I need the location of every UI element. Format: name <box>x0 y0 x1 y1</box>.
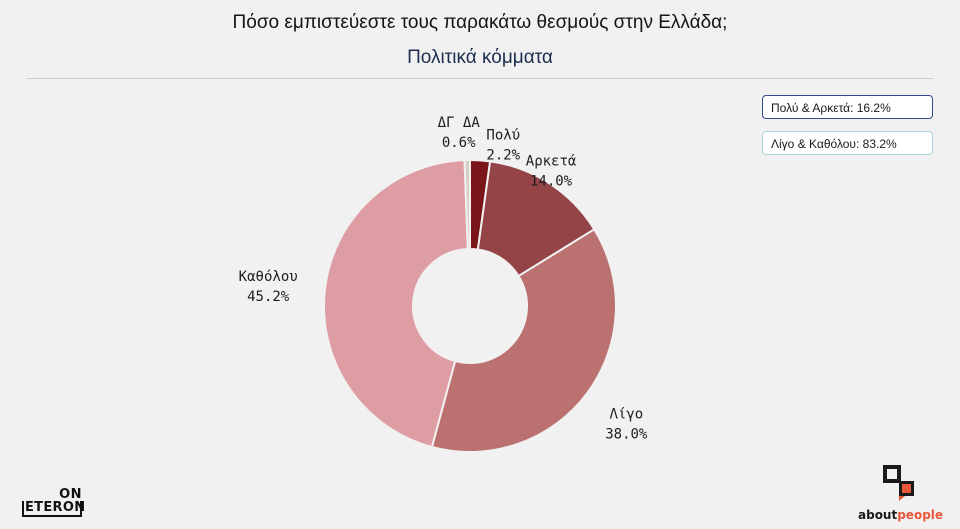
aboutpeople-logo: aboutpeople <box>858 465 944 522</box>
donut-slice <box>476 160 596 278</box>
logo-people-text: people <box>897 508 944 522</box>
slice-value-label: 0.6% <box>442 135 476 151</box>
donut-slice <box>323 159 469 449</box>
donut-slice <box>463 158 471 251</box>
slice-value-label: 2.2% <box>486 147 520 163</box>
donut-slice <box>430 227 617 453</box>
slice-name-label: ΔΓ ΔΑ <box>438 115 481 131</box>
logo-on-text: ON <box>59 487 82 502</box>
title-divider <box>27 78 933 79</box>
logo-eteron-text: ETERON <box>22 501 85 517</box>
slice-name-label: Πολύ <box>486 127 520 143</box>
slice-name-label: Λίγο <box>609 407 643 423</box>
chart-subtitle: Πολιτικά κόμματα <box>407 47 553 68</box>
aboutpeople-icon <box>883 465 914 501</box>
logo-about-text: about <box>858 508 898 522</box>
slice-labels: Πολύ 2.2% Αρκετά 14.0% Λίγο 38.0% Καθόλου 45.2%… <box>239 115 648 443</box>
on-eteron-logo: ON ETERON <box>22 487 85 517</box>
chart-title: Πόσο εμπιστεύεστε τους παρακάτω θεσμούς … <box>232 12 728 33</box>
slice-value-label: 14.0% <box>530 173 573 189</box>
slice-value-label: 45.2% <box>247 289 290 305</box>
slice-name-label: Καθόλου <box>239 269 298 285</box>
donut-slices <box>323 158 617 453</box>
slice-value-label: 38.0% <box>605 427 648 443</box>
summary-box-poly-arketa: Πολύ & Αρκετά: 16.2% <box>762 95 933 119</box>
slice-name-label: Αρκετά <box>526 153 577 169</box>
summary-box-ligo-katholou: Λίγο & Καθόλου: 83.2% <box>762 131 933 155</box>
